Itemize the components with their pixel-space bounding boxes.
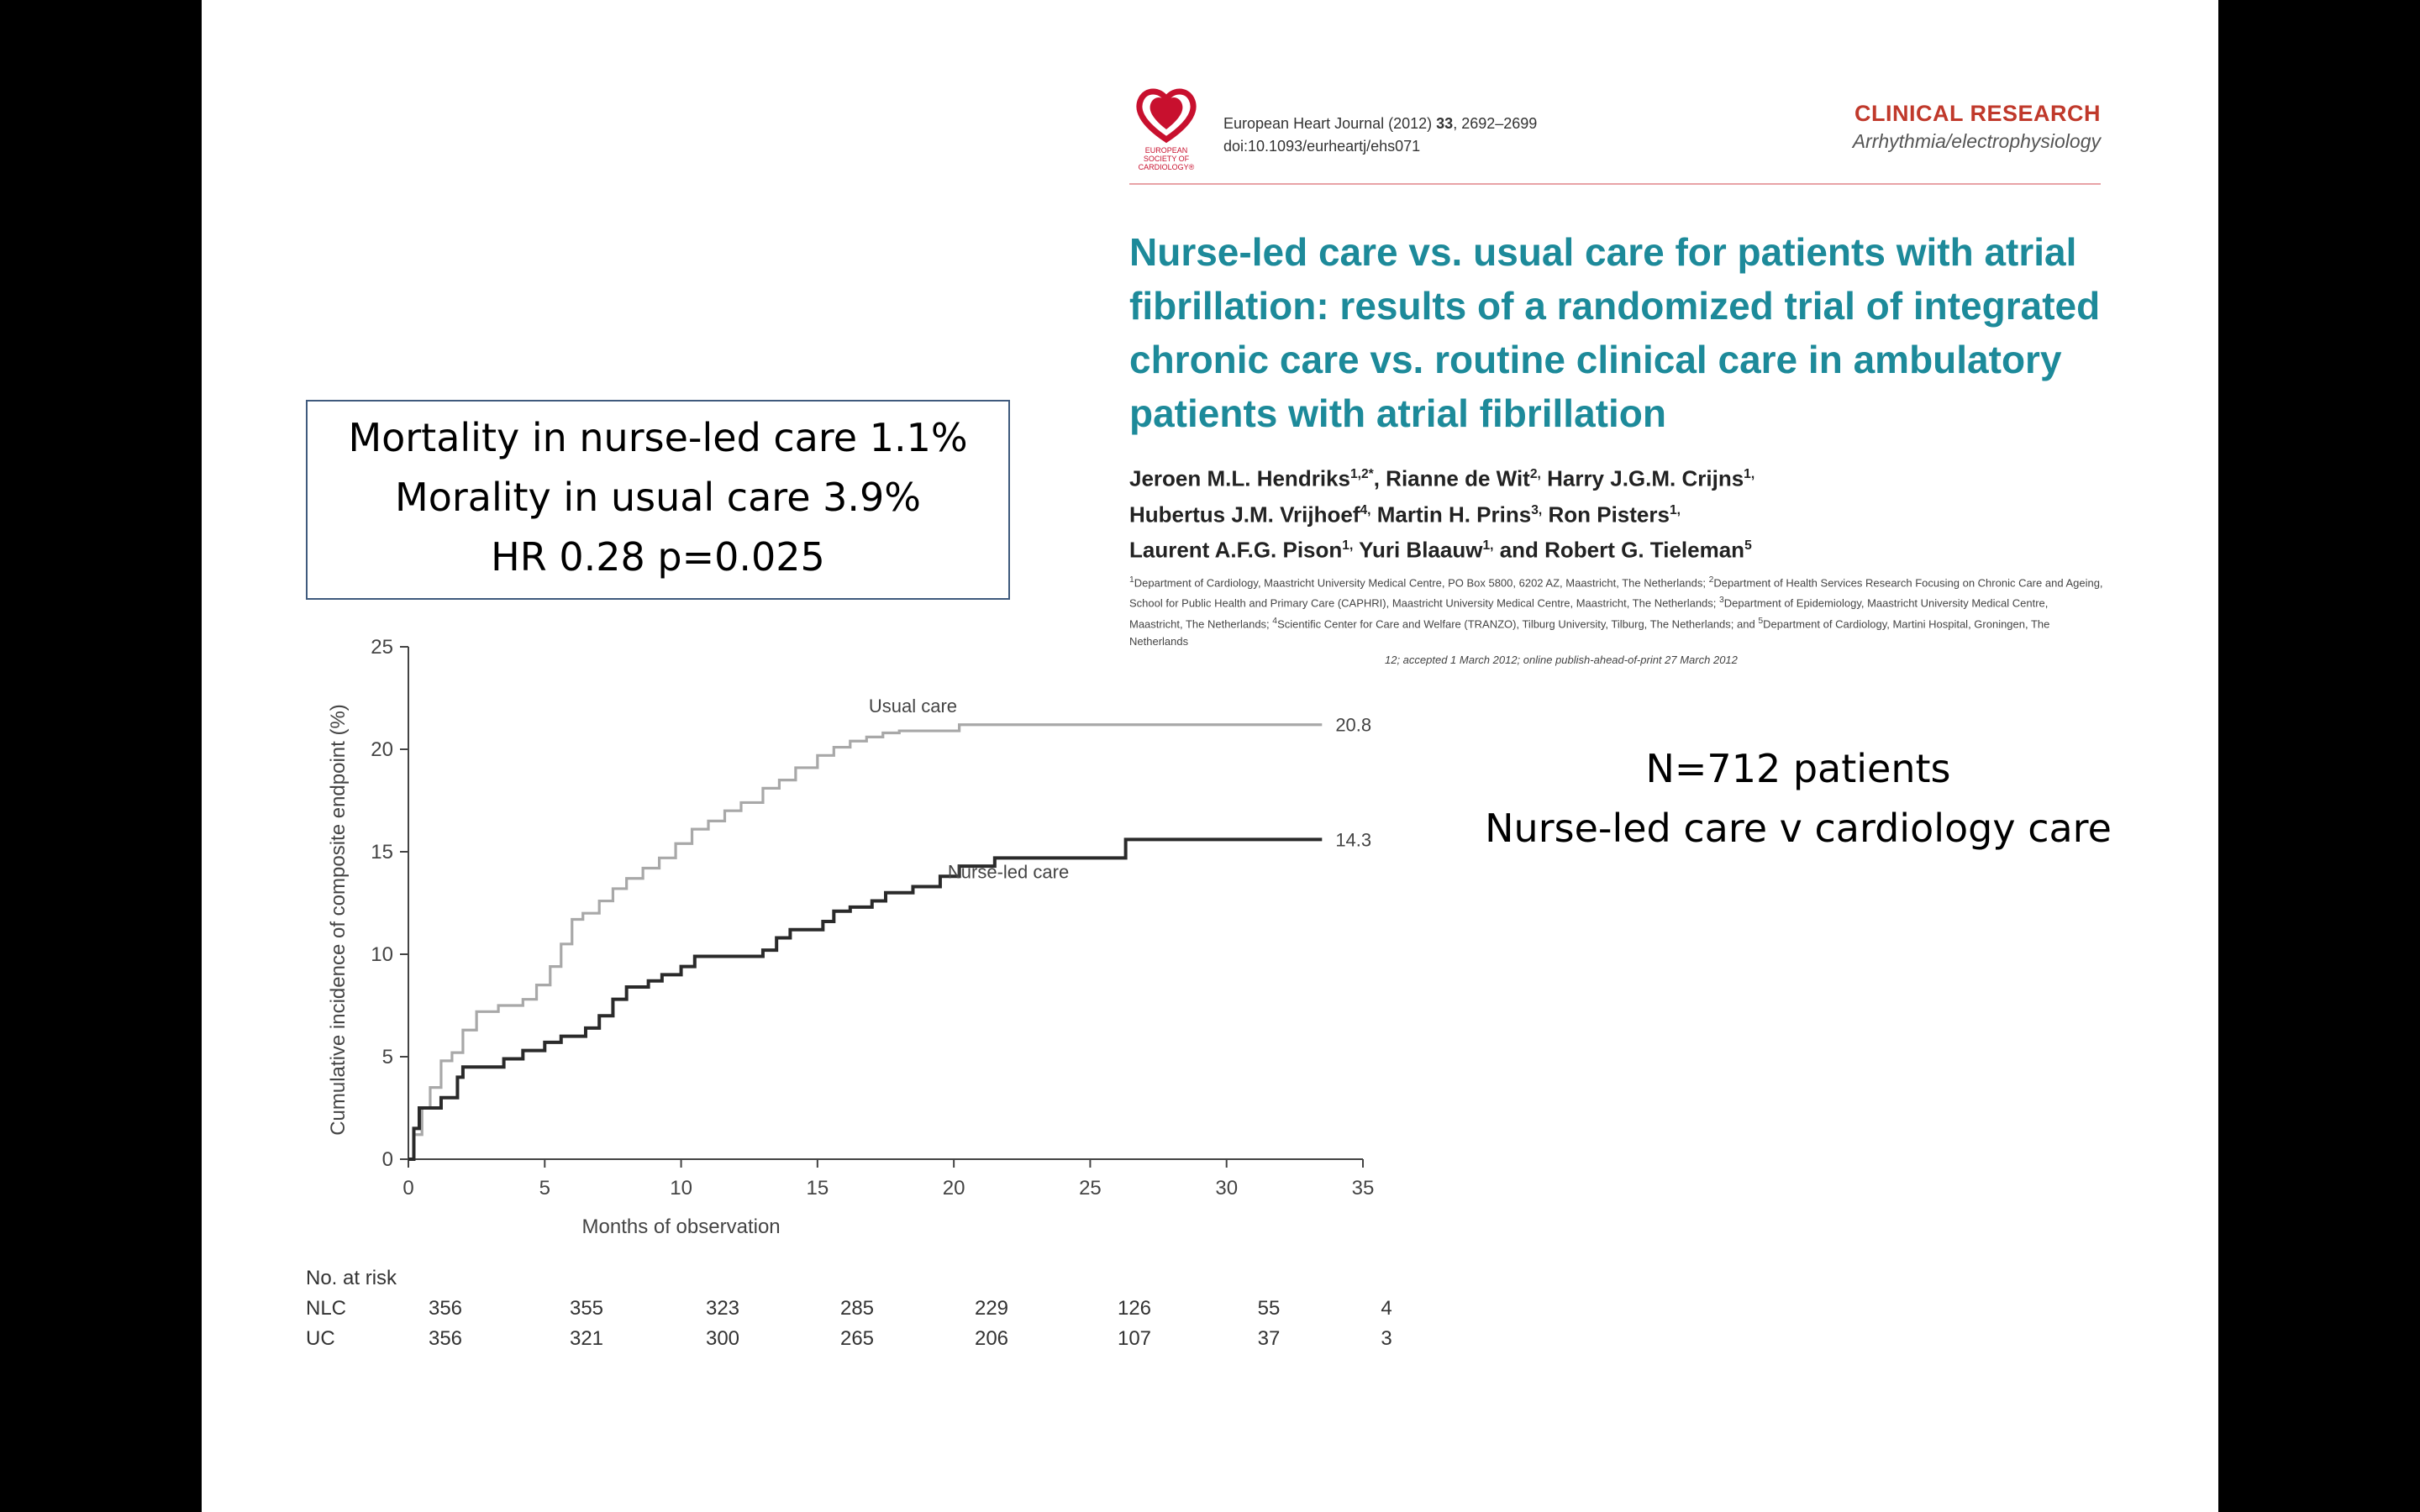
- risk-row-label: UC: [306, 1327, 335, 1350]
- journal-name: European Heart Journal (2012): [1223, 115, 1433, 132]
- risk-cell: 206: [974, 1327, 1009, 1350]
- risk-cell: 285: [839, 1297, 875, 1320]
- stats-line: Morality in usual care 3.9%: [395, 475, 921, 520]
- y-axis-label: Cumulative incidence of composite endpoi…: [327, 704, 350, 1136]
- risk-cell: 321: [569, 1327, 604, 1350]
- journal-volume: 33: [1436, 115, 1454, 132]
- series-line-usual-care: [408, 723, 1323, 1161]
- series-label: Nurse-led care: [948, 862, 1069, 883]
- x-tick-label: 20: [943, 1177, 965, 1200]
- risk-cell: 229: [974, 1297, 1009, 1320]
- x-tick-label: 0: [402, 1177, 413, 1200]
- cumulative-incidence-chart: 0 5 10 15 20 25 30 35 0 5 10 15 20 25 Months of observ…: [327, 636, 1374, 1238]
- x-tick-label: 15: [807, 1177, 829, 1200]
- authors-line: Jeroen M.L. Hendriks1,2*, Rianne de Wit2…: [1129, 465, 1755, 491]
- section-subtitle: Arrhythmia/electrophysiology: [1852, 130, 2101, 152]
- doi: doi:10.1093/eurheartj/ehs071: [1223, 138, 1421, 155]
- risk-cell: 323: [705, 1297, 740, 1320]
- section-label: CLINICAL RESEARCH Arrhythmia/electrophys…: [1765, 101, 2101, 153]
- trial-summary: N=712 patients Nurse-led care v cardiolo…: [1420, 739, 2176, 858]
- risk-table-title: No. at risk: [306, 1267, 397, 1289]
- slide: EUROPEAN SOCIETY OF CARDIOLOGY® European…: [202, 0, 2218, 1512]
- paper-title: Nurse-led care vs. usual care for patien…: [1129, 230, 2101, 435]
- risk-cell: 37: [1257, 1327, 1281, 1350]
- section-title: CLINICAL RESEARCH: [1854, 101, 2101, 126]
- chart-labels: Usual care 20.8 Nurse-led care 14.3: [869, 696, 1371, 883]
- x-tick-label: 25: [1079, 1177, 1102, 1200]
- risk-cell: 300: [705, 1327, 740, 1350]
- series-lines: [408, 723, 1323, 1161]
- publication-dates: 12; accepted 1 March 2012; online publis…: [1385, 654, 1738, 666]
- journal-reference: European Heart Journal (2012) 33, 2692–2…: [1223, 113, 1537, 158]
- risk-cell: 55: [1257, 1297, 1281, 1320]
- summary-line: Nurse-led care v cardiology care: [1485, 806, 2112, 851]
- affiliations: 1Department of Cardiology, Maastricht Un…: [1129, 575, 2103, 648]
- series-end-value-label: 20.8: [1335, 715, 1371, 736]
- series-end-value-label: 14.3: [1335, 829, 1371, 850]
- axes: 0 5 10 15 20 25 30 35 0 5 10 15 20 25 Months of observ…: [327, 636, 1374, 1238]
- risk-cell: 4: [1381, 1297, 1392, 1320]
- y-tick-label: 15: [371, 841, 393, 864]
- risk-cell: 126: [1117, 1297, 1152, 1320]
- risk-row-label: NLC: [306, 1297, 347, 1320]
- y-tick-label: 20: [371, 738, 393, 761]
- author-list: Jeroen M.L. Hendriks1,2*, Rianne de Wit2…: [1129, 459, 2121, 566]
- y-tick-label: 5: [382, 1046, 393, 1068]
- authors-line: Hubertus J.M. Vrijhoef4, Martin H. Prins…: [1129, 501, 1681, 528]
- header-divider: [1129, 183, 2101, 185]
- authors-line: Laurent A.F.G. Pison1, Yuri Blaauw1, and…: [1129, 537, 1752, 563]
- x-tick-label: 5: [539, 1177, 550, 1200]
- series-line-nurse-led-care: [408, 837, 1323, 1161]
- svg-text:CARDIOLOGY®: CARDIOLOGY®: [1139, 163, 1195, 171]
- y-tick-label: 25: [371, 636, 393, 659]
- risk-cell: 355: [569, 1297, 604, 1320]
- stats-line: Mortality in nurse-led care 1.1%: [348, 415, 968, 460]
- risk-cell: 356: [428, 1327, 463, 1350]
- x-tick-label: 30: [1215, 1177, 1238, 1200]
- risk-cell: 265: [839, 1327, 875, 1350]
- x-tick-label: 10: [670, 1177, 692, 1200]
- svg-text:SOCIETY OF: SOCIETY OF: [1144, 155, 1190, 163]
- x-tick-label: 35: [1352, 1177, 1375, 1200]
- x-axis-label: Months of observation: [582, 1215, 781, 1238]
- svg-text:EUROPEAN: EUROPEAN: [1145, 146, 1188, 155]
- risk-cell: 356: [428, 1297, 463, 1320]
- risk-cell: 107: [1117, 1327, 1152, 1350]
- risk-cell: 3: [1381, 1327, 1392, 1350]
- summary-line: N=712 patients: [1645, 746, 1951, 791]
- y-tick-label: 10: [371, 943, 393, 966]
- stats-line: HR 0.28 p=0.025: [491, 534, 825, 580]
- journal-pages: , 2692–2699: [1453, 115, 1538, 132]
- heart-logo-icon: EUROPEAN SOCIETY OF CARDIOLOGY®: [1136, 88, 1197, 171]
- y-tick-label: 0: [382, 1148, 393, 1171]
- series-label: Usual care: [869, 696, 957, 717]
- esc-logo: EUROPEAN SOCIETY OF CARDIOLOGY®: [1131, 84, 1202, 171]
- mortality-stats-box: Mortality in nurse-led care 1.1% Moralit…: [306, 400, 1010, 600]
